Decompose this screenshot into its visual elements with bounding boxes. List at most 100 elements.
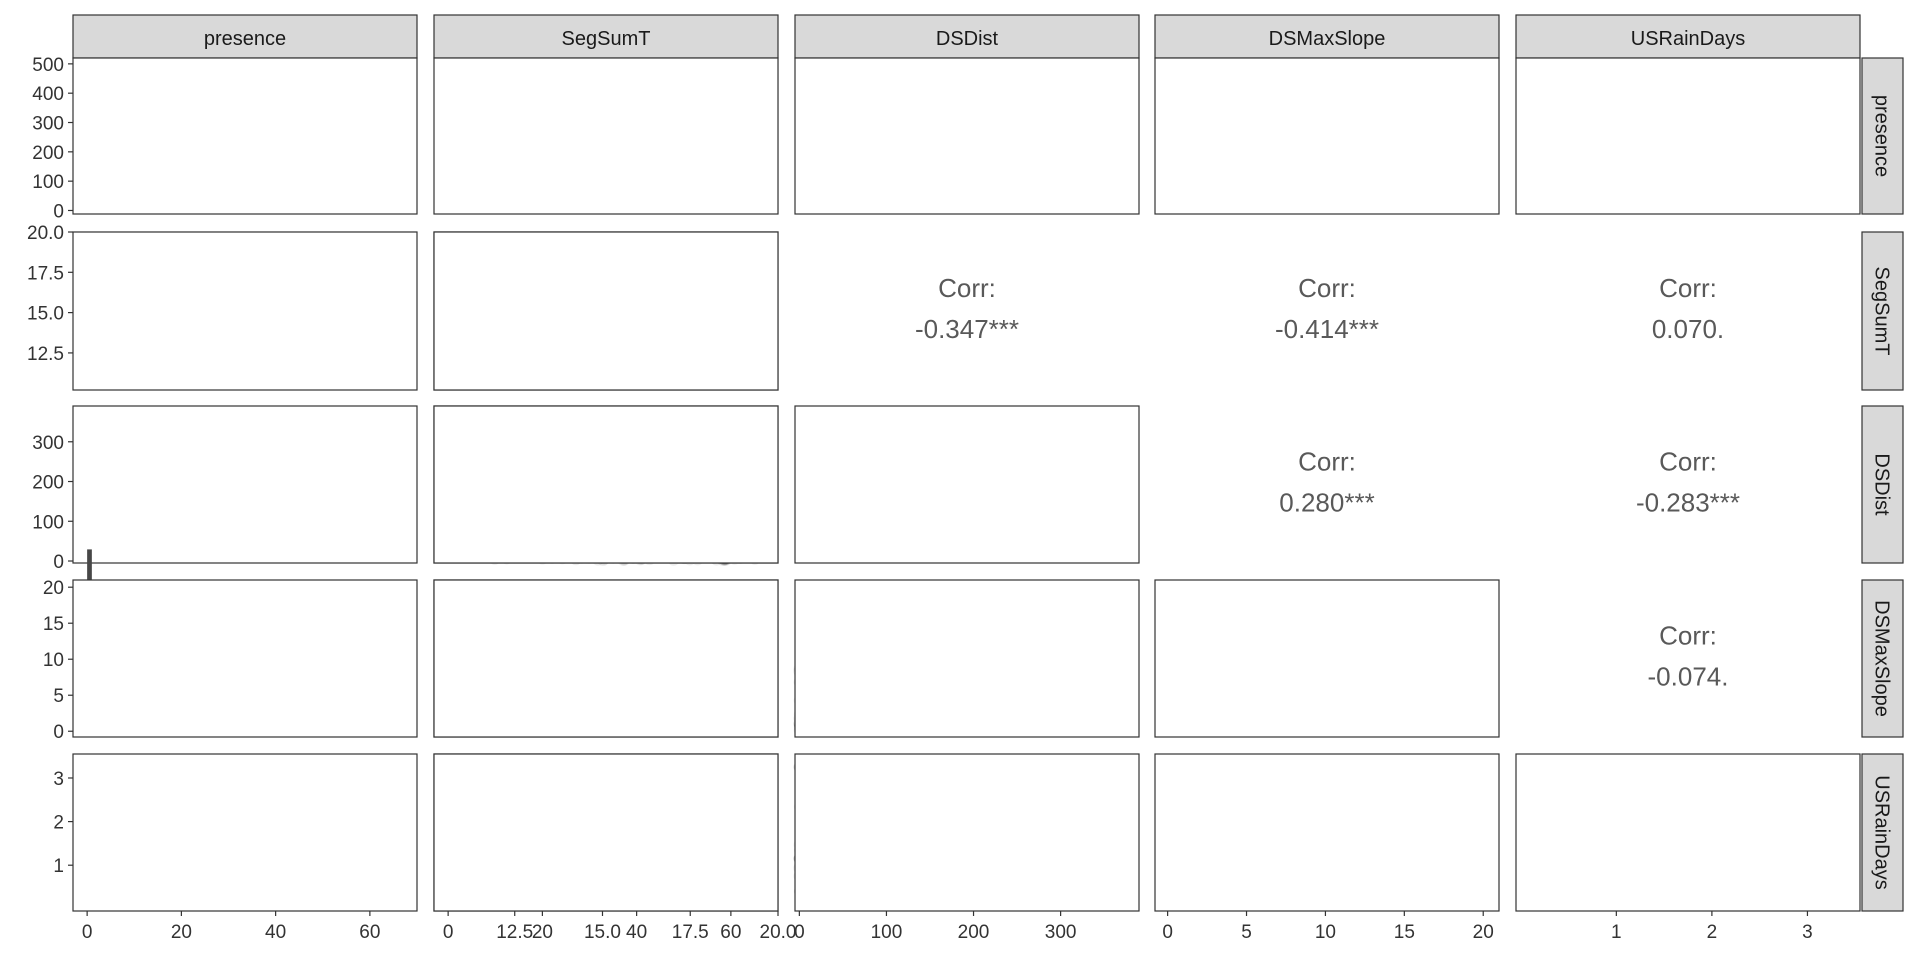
strip-top-label-dsmaxslope: DSMaxSlope xyxy=(1269,28,1386,50)
panel-scatter-dsmaxslope-usraindays-border xyxy=(1154,753,1500,912)
y-tick-label-dsdist-300: 300 xyxy=(32,433,64,454)
x-tick-label-segsumt-15-0: 15.0 xyxy=(584,922,621,943)
x-tick-label-dsmaxslope-5: 5 xyxy=(1241,922,1252,943)
panel-density-segsumt-bg xyxy=(434,232,778,390)
x-tick-label-dsdist-100: 100 xyxy=(871,922,903,943)
strip-right-label-segsumt: SegSumT xyxy=(1871,267,1893,356)
x-tick-label-segsumt-20-0: 20.0 xyxy=(760,922,797,943)
strip-right-label-dsdist: DSDist xyxy=(1871,453,1893,516)
panel-hist-segsumt-0-border xyxy=(72,231,418,391)
strip-top-label-usraindays: USRainDays xyxy=(1631,28,1745,50)
strip-top-label-segsumt: SegSumT xyxy=(562,28,651,50)
panel-scatter-segsumt-dsmaxslope-border xyxy=(433,579,779,738)
x-tick-label-count-1-0: 0 xyxy=(443,922,454,943)
corr-value-segsumt-dsdist: -0.347*** xyxy=(915,314,1019,344)
panel-scatter-dsdist-dsmaxslope-border xyxy=(794,579,1140,738)
strip-right-label-presence: presence xyxy=(1871,95,1893,177)
panel-scatter-segsumt-usraindays-border xyxy=(433,753,779,912)
panel-scatter-dsmaxslope-usraindays-bg xyxy=(1155,754,1499,911)
x-tick-label-dsmaxslope-20: 20 xyxy=(1473,922,1494,943)
corr-label-dsdist-usraindays: Corr: xyxy=(1659,447,1717,477)
y-tick-label-segsumt-20-0: 20.0 xyxy=(27,223,64,244)
y-tick-label-segsumt-12-5: 12.5 xyxy=(27,344,64,365)
y-tick-label-segsumt-15-0: 15.0 xyxy=(27,304,64,325)
strip-right-presence xyxy=(1861,57,1904,215)
y-tick-label-presence-200: 200 xyxy=(32,143,64,164)
x-tick-label-usraindays-1: 1 xyxy=(1611,922,1622,943)
x-tick-label-dsdist-300: 300 xyxy=(1045,922,1077,943)
x-tick-label-dsdist-200: 200 xyxy=(958,922,990,943)
panel-density-usraindays-border xyxy=(1515,753,1861,912)
x-tick-label-count-0-60: 60 xyxy=(359,922,380,943)
x-tick-label-dsmaxslope-0: 0 xyxy=(1162,922,1173,943)
panel-hist-dsmaxslope-0-border xyxy=(72,579,418,738)
y-tick-label-usraindays-3: 3 xyxy=(53,769,64,790)
panel-scatter-dsdist-dsmaxslope-bg xyxy=(795,580,1139,737)
corr-value-dsdist-usraindays: -0.283*** xyxy=(1636,488,1740,518)
strip-top-dsmaxslope xyxy=(1154,14,1500,59)
y-tick-label-presence-0: 0 xyxy=(53,201,64,222)
corr-label-dsmaxslope-usraindays: Corr: xyxy=(1659,621,1717,651)
x-tick-label-dsmaxslope-15: 15 xyxy=(1394,922,1415,943)
panel-scatter-segsumt-dsdist-bg xyxy=(434,406,778,563)
x-tick-label-usraindays-2: 2 xyxy=(1707,922,1718,943)
panel-density-dsdist-border xyxy=(794,405,1140,564)
panel-hist-segsumt-0-bg xyxy=(73,232,417,390)
strip-top-dsdist xyxy=(794,14,1140,59)
y-tick-label-presence-100: 100 xyxy=(32,172,64,193)
x-tick-label-count-0-40: 40 xyxy=(265,922,286,943)
x-tick-label-count-0-0: 0 xyxy=(82,922,93,943)
y-tick-label-dsdist-200: 200 xyxy=(32,473,64,494)
panel-density-dsmaxslope-bg xyxy=(1155,580,1499,737)
strip-right-dsdist xyxy=(1861,405,1904,564)
y-tick-label-dsmaxslope-0: 0 xyxy=(53,722,64,743)
corr-value-segsumt-usraindays: 0.070. xyxy=(1652,314,1724,344)
x-tick-label-count-1-40: 40 xyxy=(626,922,647,943)
corr-value-dsdist-dsmaxslope: 0.280*** xyxy=(1279,488,1374,518)
x-tick-label-count-1-20: 20 xyxy=(532,922,553,943)
strip-right-dsmaxslope xyxy=(1861,579,1904,738)
strip-top-label-dsdist: DSDist xyxy=(936,28,999,50)
corr-value-dsmaxslope-usraindays: -0.074. xyxy=(1648,662,1729,692)
panel-scatter-segsumt-usraindays-bg xyxy=(434,754,778,911)
corr-label-segsumt-dsdist: Corr: xyxy=(938,273,996,303)
panel-presence-bar-border xyxy=(72,57,418,215)
panel-hist-usraindays-0-border xyxy=(72,753,418,912)
panel-density-dsmaxslope-border xyxy=(1154,579,1500,738)
strip-top-presence xyxy=(72,14,418,59)
x-tick-label-segsumt-12-5: 12.5 xyxy=(496,922,533,943)
panel-hist-usraindays-0-bg xyxy=(73,754,417,911)
y-tick-label-dsmaxslope-10: 10 xyxy=(43,650,64,671)
panel-hist-dsdist-0-bg xyxy=(73,406,417,563)
panel-boxplot-segsumt-bg xyxy=(434,58,778,214)
panel-density-usraindays-bg xyxy=(1516,754,1860,911)
y-tick-label-dsmaxslope-15: 15 xyxy=(43,614,64,635)
y-tick-label-dsmaxslope-20: 20 xyxy=(43,578,64,599)
y-tick-label-dsdist-0: 0 xyxy=(53,552,64,573)
y-tick-label-usraindays-2: 2 xyxy=(53,813,64,834)
corr-value-segsumt-dsmaxslope: -0.414*** xyxy=(1275,314,1379,344)
y-tick-label-presence-300: 300 xyxy=(32,114,64,135)
panel-scatter-segsumt-dsdist-border xyxy=(433,405,779,564)
hist-bar-dsmaxslope-0-26 xyxy=(87,549,92,586)
strip-right-label-dsmaxslope: DSMaxSlope xyxy=(1871,600,1893,717)
strip-right-usraindays xyxy=(1861,753,1904,912)
x-tick-label-usraindays-3: 3 xyxy=(1802,922,1813,943)
x-tick-label-dsdist-0: 0 xyxy=(794,922,805,943)
panel-scatter-dsdist-usraindays-border xyxy=(794,753,1140,912)
panel-density-dsdist-bg xyxy=(795,406,1139,563)
panel-boxplot-usraindays-bg xyxy=(1516,58,1860,214)
panel-scatter-segsumt-dsmaxslope-bg xyxy=(434,580,778,737)
x-tick-label-dsmaxslope-10: 10 xyxy=(1315,922,1336,943)
corr-label-dsdist-dsmaxslope: Corr: xyxy=(1298,447,1356,477)
x-tick-label-count-1-60: 60 xyxy=(720,922,741,943)
panel-hist-dsmaxslope-0-bg xyxy=(73,580,417,737)
panel-boxplot-dsmaxslope-bg xyxy=(1155,58,1499,214)
panel-boxplot-dsmaxslope-border xyxy=(1154,57,1500,215)
strip-top-segsumt xyxy=(433,14,779,59)
corr-label-segsumt-dsmaxslope: Corr: xyxy=(1298,273,1356,303)
panel-boxplot-segsumt-border xyxy=(433,57,779,215)
panel-density-segsumt-border xyxy=(433,231,779,391)
x-tick-label-segsumt-17-5: 17.5 xyxy=(672,922,709,943)
